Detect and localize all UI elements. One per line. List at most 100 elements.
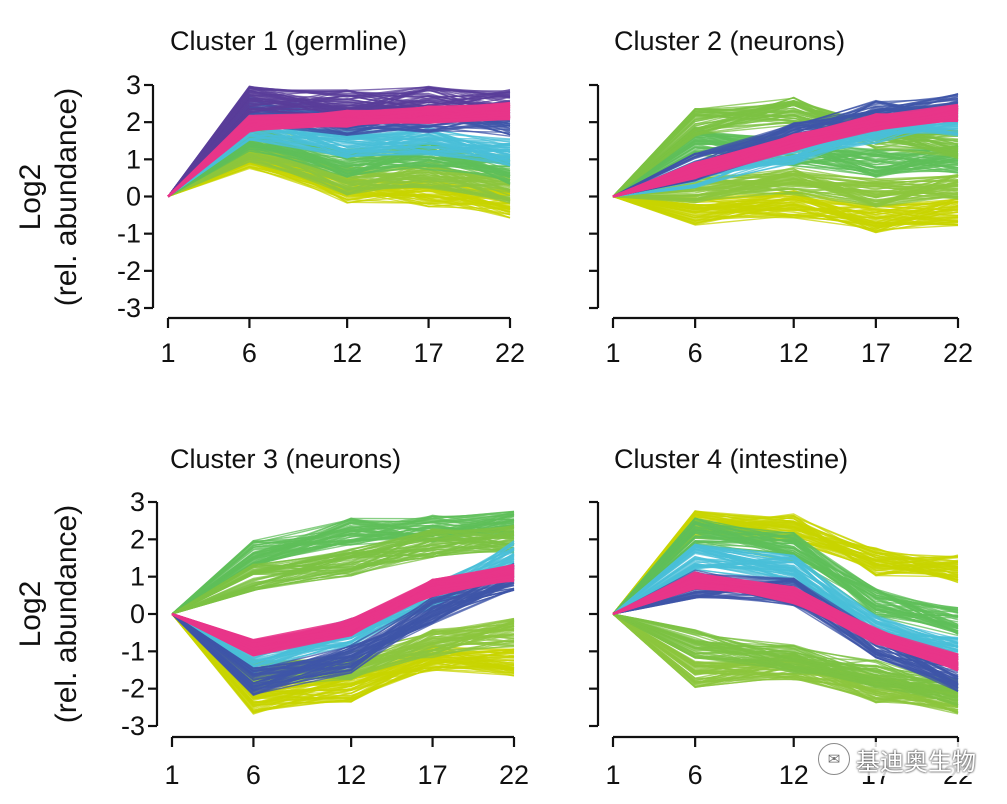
series-line <box>167 90 511 197</box>
series-line <box>171 613 515 699</box>
series-line <box>612 190 959 211</box>
watermark: ✉ 基迪奥生物 <box>814 742 980 776</box>
series-lines <box>612 510 959 715</box>
series-line <box>171 578 515 646</box>
series-line <box>171 541 515 615</box>
chart-title: Cluster 4 (intestine) <box>614 444 848 474</box>
series-line <box>612 103 959 198</box>
series-line <box>612 106 959 198</box>
series-line <box>167 135 511 198</box>
y-tick-label: 1 <box>126 144 141 174</box>
y-axis-label-line: (rel. abundance) <box>50 505 83 723</box>
series-line <box>167 90 511 197</box>
x-tick-label: 12 <box>779 760 809 790</box>
series-line <box>612 177 959 200</box>
series-line <box>167 132 511 198</box>
wechat-icon: ✉ <box>818 743 850 775</box>
series-line <box>612 112 959 198</box>
x-axis: 1 6 12 17 22 <box>164 735 529 790</box>
y-tick-label: -3 <box>117 293 141 323</box>
x-tick-label: 1 <box>605 760 620 790</box>
series-line <box>171 512 515 615</box>
series-line <box>167 138 511 198</box>
x-tick-label: 6 <box>242 338 257 368</box>
series-line <box>612 195 959 234</box>
y-axis-label: Log2 (rel. abundance) <box>14 88 83 306</box>
series-line <box>171 527 515 615</box>
x-tick-label: 12 <box>332 338 362 368</box>
series-line <box>612 546 959 644</box>
series-line <box>171 588 515 671</box>
y-tick-label: -2 <box>117 256 141 286</box>
series-line <box>167 142 511 198</box>
series-line <box>612 613 959 680</box>
series-line <box>612 513 959 615</box>
x-tick-label: 6 <box>688 338 703 368</box>
series-line <box>171 579 515 676</box>
series-line <box>612 583 959 664</box>
y-axis <box>589 83 600 310</box>
y-axis-label-line: Log2 <box>14 164 47 231</box>
y-axis-label-line: (rel. abundance) <box>50 88 83 306</box>
series-line <box>171 519 515 615</box>
series-line <box>612 173 959 198</box>
series-line <box>171 525 515 615</box>
series-line <box>612 181 959 198</box>
x-tick-label: 6 <box>688 760 703 790</box>
x-tick-label: 1 <box>164 760 179 790</box>
series-line <box>171 566 515 688</box>
x-axis: 1 6 12 17 22 <box>160 316 525 368</box>
chart-panel-1: Cluster 1 (germline) 3 2 1 0 -1 -2 -3 Log2 (rel. … <box>14 26 525 368</box>
series-line <box>171 528 515 615</box>
series-line <box>167 101 511 198</box>
series-line <box>612 613 959 701</box>
chart-title: Cluster 2 (neurons) <box>614 26 845 56</box>
series-line <box>612 515 959 615</box>
watermark-text: 基迪奥生物 <box>856 747 976 776</box>
series-line <box>612 107 959 198</box>
x-tick-label: 22 <box>943 338 973 368</box>
x-tick-label: 17 <box>414 338 444 368</box>
series-line <box>612 613 959 705</box>
series-line <box>612 531 959 627</box>
chart-title: Cluster 1 (germline) <box>170 26 407 56</box>
y-axis-label: Log2 (rel. abundance) <box>14 505 83 723</box>
series-line <box>167 161 511 198</box>
y-tick-label: 3 <box>130 487 145 517</box>
y-axis-label-line: Log2 <box>14 581 47 648</box>
series-line <box>167 113 511 198</box>
series-lines <box>167 85 511 219</box>
x-tick-label: 22 <box>495 338 525 368</box>
series-line <box>612 195 959 221</box>
series-line <box>612 522 959 633</box>
x-tick-label: 12 <box>336 760 366 790</box>
series-line <box>612 517 959 635</box>
series-lines <box>171 510 515 715</box>
y-tick-label: 3 <box>126 70 141 100</box>
y-tick-label: -1 <box>117 219 141 249</box>
y-tick-label: -1 <box>121 636 145 666</box>
series-line <box>171 613 515 713</box>
x-axis: 1 6 12 17 22 <box>605 316 973 368</box>
series-line <box>612 572 959 660</box>
x-tick-label: 1 <box>605 338 620 368</box>
y-axis <box>589 500 600 728</box>
x-tick-label: 22 <box>499 760 529 790</box>
series-line <box>167 102 511 198</box>
series-line <box>171 581 515 690</box>
series-line <box>612 173 959 198</box>
series-line <box>612 184 959 198</box>
x-tick-label: 6 <box>246 760 261 790</box>
series-line <box>167 153 511 198</box>
y-axis: 3 2 1 0 -1 -2 -3 <box>121 487 159 741</box>
y-tick-label: -3 <box>121 711 145 741</box>
series-line <box>171 515 515 615</box>
y-axis: 3 2 1 0 -1 -2 -3 <box>117 70 155 323</box>
chart-title: Cluster 3 (neurons) <box>170 444 401 474</box>
y-tick-label: 2 <box>130 524 145 554</box>
series-line <box>612 195 959 226</box>
y-tick-label: 2 <box>126 107 141 137</box>
